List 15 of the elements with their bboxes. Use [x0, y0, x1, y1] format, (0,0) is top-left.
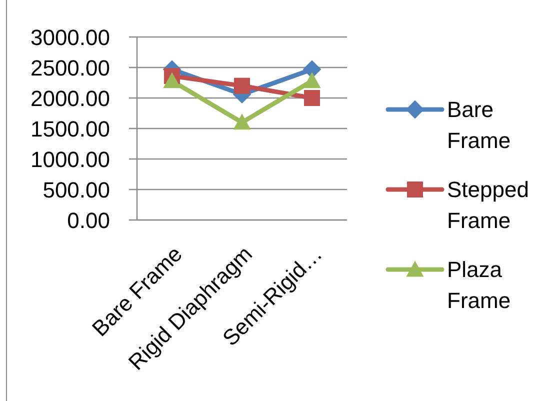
legend-label: Bare Frame — [447, 96, 512, 155]
y-tick-label: 2000.00 — [30, 86, 110, 111]
y-tick-label: 3000.00 — [30, 24, 110, 50]
y-tick-label: 0.00 — [67, 208, 110, 233]
legend-label: Stepped Frame — [447, 176, 529, 235]
point — [234, 78, 250, 94]
point — [303, 72, 321, 88]
y-tick-label: 2500.00 — [30, 55, 110, 80]
y-tick-label: 500.00 — [42, 177, 110, 202]
point — [304, 90, 320, 106]
y-tick-label: 1000.00 — [30, 146, 110, 172]
legend-label: Plaza Frame — [447, 256, 512, 315]
y-tick-label: 1500.00 — [30, 116, 110, 142]
point — [233, 114, 251, 130]
point — [163, 72, 181, 88]
